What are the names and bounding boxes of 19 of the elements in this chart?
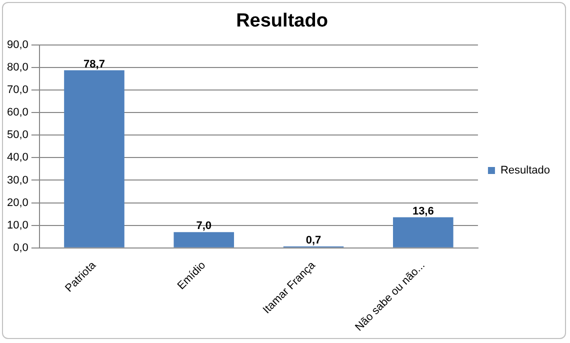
chart-title: Resultado (236, 10, 328, 32)
bar (392, 217, 454, 248)
legend-label: Resultado (500, 164, 550, 177)
bar (174, 232, 234, 248)
bar (64, 70, 124, 248)
data-label: 13,6 (412, 205, 434, 218)
y-tick-label: 90,0 (6, 38, 28, 51)
y-tick-label: 40,0 (6, 152, 28, 164)
y-tick-label: 60,0 (6, 106, 28, 119)
y-tick-label: 0,0 (13, 242, 28, 254)
y-tick-label: 80,0 (6, 61, 28, 74)
y-tick-label: 10,0 (6, 219, 28, 232)
y-tick-label: 30,0 (6, 174, 28, 186)
data-label: 0,7 (306, 234, 322, 246)
y-tick-label: 70,0 (6, 84, 28, 96)
data-label: 78,7 (84, 58, 105, 70)
data-label: 7,0 (196, 220, 212, 232)
y-tick-label: 20,0 (6, 196, 28, 209)
y-tick-label: 50,0 (6, 129, 28, 142)
